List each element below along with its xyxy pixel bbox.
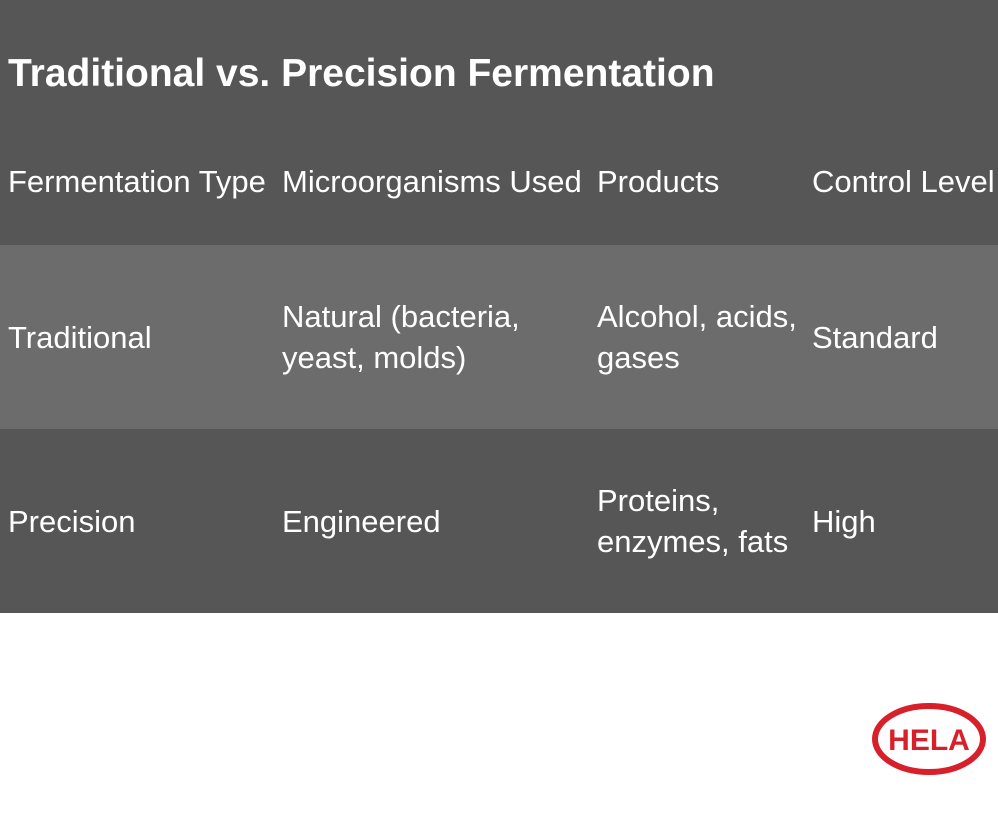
panel: Traditional vs. Precision Fermentation F…: [0, 0, 998, 613]
cell: Microorganisms Used: [270, 118, 585, 245]
logo: HELA: [872, 703, 986, 775]
cell: Alcohol, acids, gases: [585, 245, 800, 429]
row: Traditional Natural (bacteria, yeast, mol…: [0, 245, 998, 429]
cell: Precision: [0, 429, 270, 613]
cell: Proteins, enzymes, fats: [585, 429, 800, 613]
cell: Standard: [800, 245, 998, 429]
row: Precision Engineered Proteins, enzymes, fa…: [0, 429, 998, 613]
header-row: Fermentation Type Microorganisms Used Prod…: [0, 118, 998, 245]
cell: Control Level: [800, 118, 998, 245]
cell: Natural (bacteria, yeast, molds): [270, 245, 585, 429]
cell: Engineered: [270, 429, 585, 613]
cell: Products: [585, 118, 800, 245]
cell: Fermentation Type: [0, 118, 270, 245]
cell: High: [800, 429, 998, 613]
logo-text: HELA: [888, 724, 970, 757]
table: Fermentation Type Microorganisms Used Prod…: [0, 118, 998, 613]
cell: Traditional: [0, 245, 270, 429]
table-body: Fermentation Type Microorganisms Used Prod…: [0, 118, 998, 613]
title: Traditional vs. Precision Fermentation: [8, 52, 715, 95]
logo-ring: [872, 703, 986, 775]
